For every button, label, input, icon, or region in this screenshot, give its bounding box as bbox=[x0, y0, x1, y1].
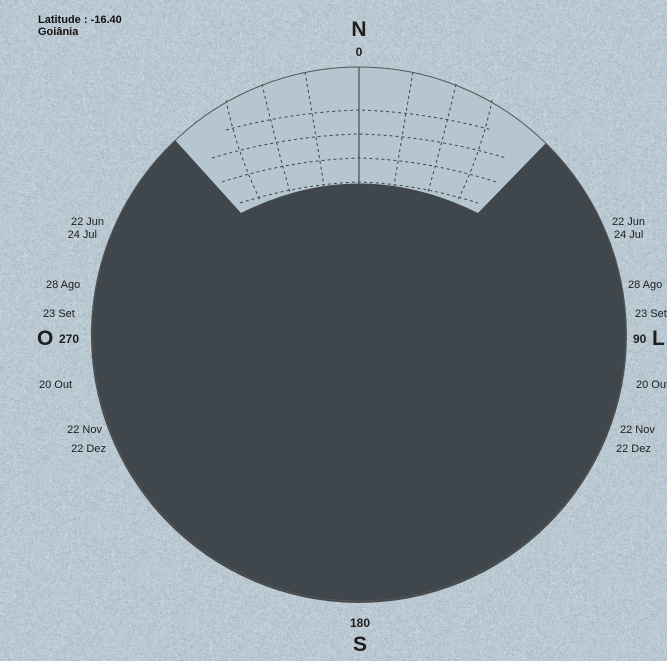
grid-arc-2 bbox=[211, 133, 507, 159]
right-date-jul: 24 Jul bbox=[614, 229, 643, 241]
right-date-set: 23 Set bbox=[635, 308, 667, 320]
right-date-dez: 22 Dez bbox=[616, 443, 651, 455]
left-date-dez: 22 Dez bbox=[71, 443, 106, 455]
grid-hour-4 bbox=[393, 71, 414, 187]
south-degree: 180 bbox=[350, 616, 370, 630]
west-degree: 270 bbox=[59, 332, 79, 346]
right-date-nov: 22 Nov bbox=[620, 424, 655, 436]
north-degree: 0 bbox=[356, 45, 363, 59]
left-date-jun: 22 Jun bbox=[71, 216, 104, 228]
left-date-jul: 24 Jul bbox=[68, 229, 97, 241]
left-date-out: 20 Out bbox=[39, 379, 72, 391]
north-label: N bbox=[351, 18, 366, 41]
solar-grid bbox=[211, 71, 507, 204]
latitude-line: Latitude : -16.40 bbox=[38, 14, 122, 26]
east-degree: 90 bbox=[633, 332, 647, 346]
right-date-jun: 22 Jun bbox=[612, 216, 645, 228]
location-info: Latitude : -16.40 Goiânia bbox=[38, 14, 122, 38]
east-label: L bbox=[652, 327, 665, 350]
right-date-ago: 28 Ago bbox=[628, 279, 662, 291]
right-date-out: 20 Out bbox=[636, 379, 667, 391]
south-label: S bbox=[353, 633, 367, 656]
grid-arc-1 bbox=[225, 109, 493, 131]
left-date-set: 23 Set bbox=[43, 308, 75, 320]
grid-arc-4 bbox=[239, 181, 479, 204]
shading-mask bbox=[90, 140, 627, 603]
west-label: O bbox=[37, 327, 53, 350]
grid-hour-5 bbox=[427, 83, 457, 193]
left-date-ago: 28 Ago bbox=[46, 279, 80, 291]
latitude-value: -16.40 bbox=[90, 14, 122, 26]
grid-hour-2 bbox=[261, 83, 291, 193]
dial-outline bbox=[91, 66, 627, 602]
latitude-label: Latitude : bbox=[38, 14, 88, 26]
grid-hour-3 bbox=[304, 71, 325, 187]
grid-arc-3 bbox=[221, 157, 497, 183]
left-date-nov: 22 Nov bbox=[67, 424, 102, 436]
city-name: Goiânia bbox=[38, 26, 79, 38]
